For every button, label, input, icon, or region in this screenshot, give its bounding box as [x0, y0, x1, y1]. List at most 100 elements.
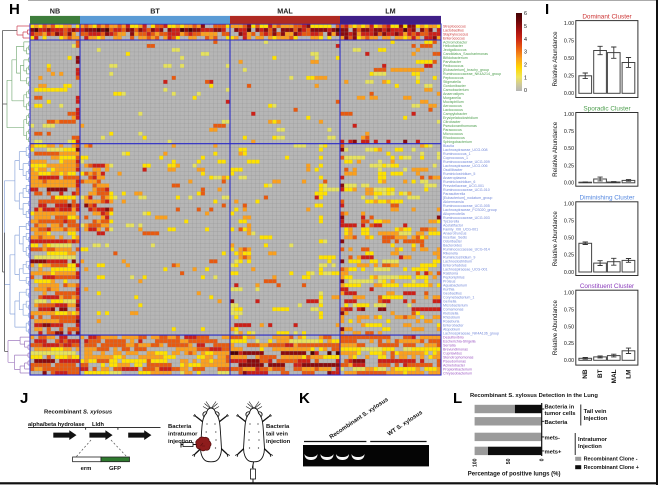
svg-text:0.75: 0.75 — [564, 129, 574, 135]
svg-text:Serratia: Serratia — [443, 343, 456, 347]
svg-text:Parvibacter: Parvibacter — [443, 60, 462, 64]
svg-text:0.50: 0.50 — [564, 236, 574, 242]
svg-text:Bacteria: Bacteria — [168, 424, 192, 430]
svg-text:mets-: mets- — [545, 435, 561, 441]
svg-text:Relative Abundance: Relative Abundance — [552, 121, 559, 177]
svg-text:MAL: MAL — [277, 7, 293, 16]
svg-text:Recombinant S. xylosus Detecti: Recombinant S. xylosus Detection in the … — [470, 393, 598, 399]
svg-text:Corynebacterium_1: Corynebacterium_1 — [443, 296, 474, 300]
svg-text:Chryseobacterium: Chryseobacterium — [443, 371, 472, 375]
svg-text:1.00: 1.00 — [564, 21, 574, 27]
svg-text:Sporadic Cluster: Sporadic Cluster — [583, 105, 631, 112]
svg-text:Acinetobacter: Acinetobacter — [443, 363, 466, 367]
svg-text:Recombinant Clone +: Recombinant Clone + — [584, 465, 639, 471]
svg-text:I: I — [545, 1, 549, 18]
svg-text:Ruminococcaceae_UCG-003: Ruminococcaceae_UCG-003 — [443, 216, 490, 220]
svg-text:L: L — [453, 390, 462, 407]
svg-text:Pediococcus: Pediococcus — [443, 64, 464, 68]
svg-text:Roseburia: Roseburia — [443, 319, 459, 323]
svg-text:erm: erm — [81, 466, 92, 472]
svg-text:Relative Abundance: Relative Abundance — [552, 300, 559, 356]
svg-text:Rhizobium: Rhizobium — [443, 315, 460, 319]
svg-text:Streptococcus: Streptococcus — [443, 24, 466, 28]
svg-text:Ruminococcaceae_NK4A214_group: Ruminococcaceae_NK4A214_group — [443, 72, 501, 76]
svg-text:Lldh: Lldh — [92, 422, 105, 428]
svg-text:0.50: 0.50 — [564, 56, 574, 62]
svg-text:0.00: 0.00 — [564, 358, 574, 364]
svg-text:Odoribacter: Odoribacter — [443, 240, 463, 244]
svg-text:Peptococcus: Peptococcus — [443, 76, 464, 80]
svg-text:Tail vein: Tail vein — [584, 409, 607, 415]
svg-text:Recombinant Clone -: Recombinant Clone - — [584, 457, 638, 463]
svg-text:Relative Abundance: Relative Abundance — [552, 31, 559, 87]
svg-text:0.50: 0.50 — [564, 324, 574, 330]
svg-text:Gemella: Gemella — [443, 300, 456, 304]
svg-text:Aerococcus: Aerococcus — [443, 104, 462, 108]
svg-text:2: 2 — [524, 63, 527, 69]
svg-text:0.00: 0.00 — [564, 270, 574, 276]
svg-text:Enterorhabdus: Enterorhabdus — [443, 264, 467, 268]
svg-text:Lactococcus: Lactococcus — [443, 108, 463, 112]
svg-text:Ruminococcaceae_UCG-005: Ruminococcaceae_UCG-005 — [443, 204, 490, 208]
svg-text:LM: LM — [626, 370, 633, 379]
svg-text:Erysipelatoclostridium: Erysipelatoclostridium — [443, 116, 478, 120]
svg-text:0.25: 0.25 — [564, 341, 574, 347]
svg-text:Anaerostipes: Anaerostipes — [443, 92, 464, 96]
svg-text:Family_XIII_UCG-001: Family_XIII_UCG-001 — [443, 228, 478, 232]
svg-text:Bacteria: Bacteria — [545, 420, 569, 426]
svg-text:Rikenella: Rikenella — [443, 252, 458, 256]
svg-text:0.25: 0.25 — [564, 163, 574, 169]
svg-text:5: 5 — [524, 24, 527, 30]
svg-text:Stigmatella: Stigmatella — [443, 80, 461, 84]
svg-text:0.25: 0.25 — [564, 74, 574, 80]
svg-text:NB: NB — [582, 369, 589, 379]
svg-text:Microbacterium: Microbacterium — [443, 304, 468, 308]
svg-text:tail vein: tail vein — [266, 432, 288, 438]
svg-text:Jeotgalicoccus: Jeotgalicoccus — [443, 48, 467, 52]
svg-text:Constituent Cluster: Constituent Cluster — [580, 283, 635, 290]
svg-text:Klebsiella: Klebsiella — [443, 311, 458, 315]
svg-text:Lachnospiraceae_UCG-006: Lachnospiraceae_UCG-006 — [443, 164, 488, 168]
svg-text:LM: LM — [385, 7, 395, 16]
svg-text:BT: BT — [150, 7, 160, 16]
svg-text:Coprococcus_1: Coprococcus_1 — [443, 156, 468, 160]
svg-text:Morganella: Morganella — [443, 96, 461, 100]
svg-text:J: J — [20, 390, 28, 407]
svg-text:100: 100 — [473, 458, 479, 467]
svg-text:Lachnospiraceae_NK4A136_group: Lachnospiraceae_NK4A136_group — [443, 331, 499, 335]
svg-text:Escherichia-Shigella: Escherichia-Shigella — [443, 339, 476, 343]
svg-text:Tyzzerella: Tyzzerella — [443, 220, 459, 224]
svg-text:Citrobacter: Citrobacter — [443, 120, 461, 124]
svg-text:Pseudoxanthomonas: Pseudoxanthomonas — [443, 124, 477, 128]
svg-text:0: 0 — [524, 88, 527, 94]
svg-text:Comamonas: Comamonas — [443, 307, 464, 311]
svg-text:Injection: Injection — [578, 444, 602, 450]
svg-text:intratumor: intratumor — [168, 432, 198, 438]
svg-text:Pseudomonas: Pseudomonas — [443, 359, 466, 363]
svg-text:6: 6 — [524, 11, 527, 17]
svg-text:Ruminiclostridium_6: Ruminiclostridium_6 — [443, 180, 475, 184]
svg-text:50: 50 — [506, 458, 512, 464]
svg-text:Bacteria in: Bacteria in — [545, 405, 575, 411]
svg-text:MAL: MAL — [611, 369, 618, 383]
svg-text:Relative Abundance: Relative Abundance — [552, 211, 559, 267]
svg-text:Injection: Injection — [584, 416, 608, 422]
svg-text:Bifidobacterium: Bifidobacterium — [443, 56, 468, 60]
svg-text:Ruminococcaceae_UCG-010: Ruminococcaceae_UCG-010 — [443, 188, 490, 192]
svg-text:Ruminococcaceae_UCG-009: Ruminococcaceae_UCG-009 — [443, 160, 490, 164]
svg-text:Enterococcus: Enterococcus — [443, 36, 465, 40]
svg-text:Incertae_Sedis: Incertae_Sedis — [443, 236, 467, 240]
svg-text:Enterobacter: Enterobacter — [443, 323, 464, 327]
svg-text:0.75: 0.75 — [564, 307, 574, 313]
svg-text:Aquabacterium: Aquabacterium — [443, 284, 467, 288]
svg-text:Mucispirillum: Mucispirillum — [443, 100, 464, 104]
svg-text:Desulfovibrio: Desulfovibrio — [443, 335, 464, 339]
svg-text:0.00: 0.00 — [564, 181, 574, 187]
svg-text:H: H — [9, 1, 20, 18]
svg-text:injection: injection — [168, 439, 193, 445]
svg-text:Prevotellaceae_UCG-001: Prevotellaceae_UCG-001 — [443, 184, 484, 188]
svg-text:1.00: 1.00 — [564, 112, 574, 118]
svg-text:Atopobium: Atopobium — [443, 327, 460, 331]
svg-text:tumor cells: tumor cells — [545, 411, 576, 417]
svg-text:Parasutterella: Parasutterella — [443, 192, 465, 196]
